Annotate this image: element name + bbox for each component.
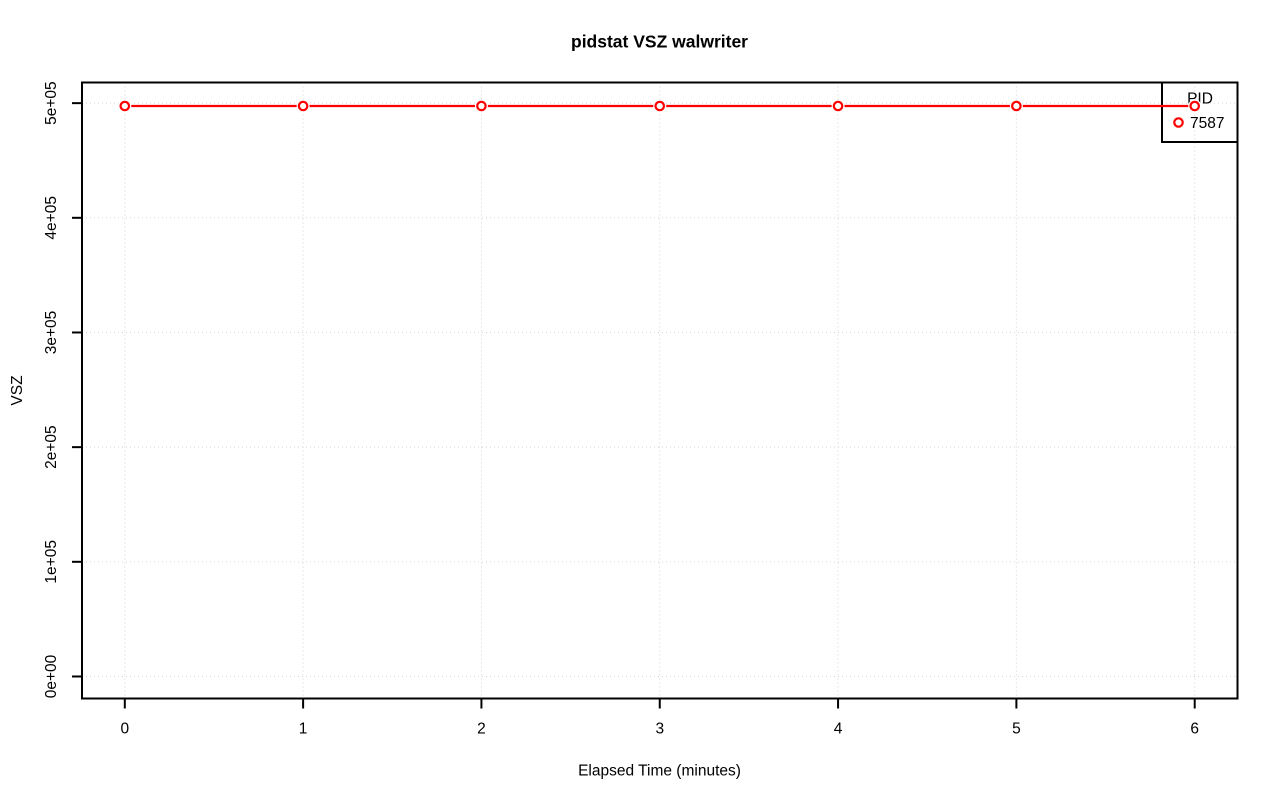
x-tick-label: 0 [120, 721, 129, 738]
data-point [832, 100, 844, 112]
data-point [1011, 100, 1022, 112]
gridlines [82, 82, 1238, 699]
legend-entry-label: 7587 [1190, 115, 1224, 132]
data-point [476, 100, 487, 112]
x-tick-label: 5 [1012, 721, 1021, 738]
x-tick-label: 3 [655, 721, 664, 738]
data-point [654, 100, 666, 112]
x-tick-label: 4 [834, 721, 843, 738]
data-series [118, 99, 1202, 113]
data-point [1189, 100, 1201, 112]
chart-title: pidstat VSZ walwriter [571, 32, 748, 52]
y-tick-label: 3e+05 [43, 311, 60, 355]
x-tick-label: 1 [299, 721, 308, 738]
y-tick-label: 5e+05 [43, 81, 60, 125]
y-tick-label: 2e+05 [43, 425, 60, 469]
legend-series-marker-icon [1173, 117, 1184, 128]
y-tick-label: 1e+05 [43, 540, 60, 584]
y-tick-label: 0e+00 [43, 654, 60, 698]
data-point [297, 100, 309, 112]
data-point [119, 100, 131, 112]
y-tick-label: 4e+05 [43, 196, 60, 240]
y-axis-label: VSZ [9, 375, 26, 405]
x-axis-label: Elapsed Time (minutes) [578, 763, 741, 780]
x-tick-label: 2 [477, 721, 486, 738]
x-tick-label: 6 [1190, 721, 1199, 738]
axis-ticks: 0 1 2 3 4 5 6 0e+00 1e+05 2e+05 3e+05 4e+05 5e+05 [43, 81, 1199, 737]
